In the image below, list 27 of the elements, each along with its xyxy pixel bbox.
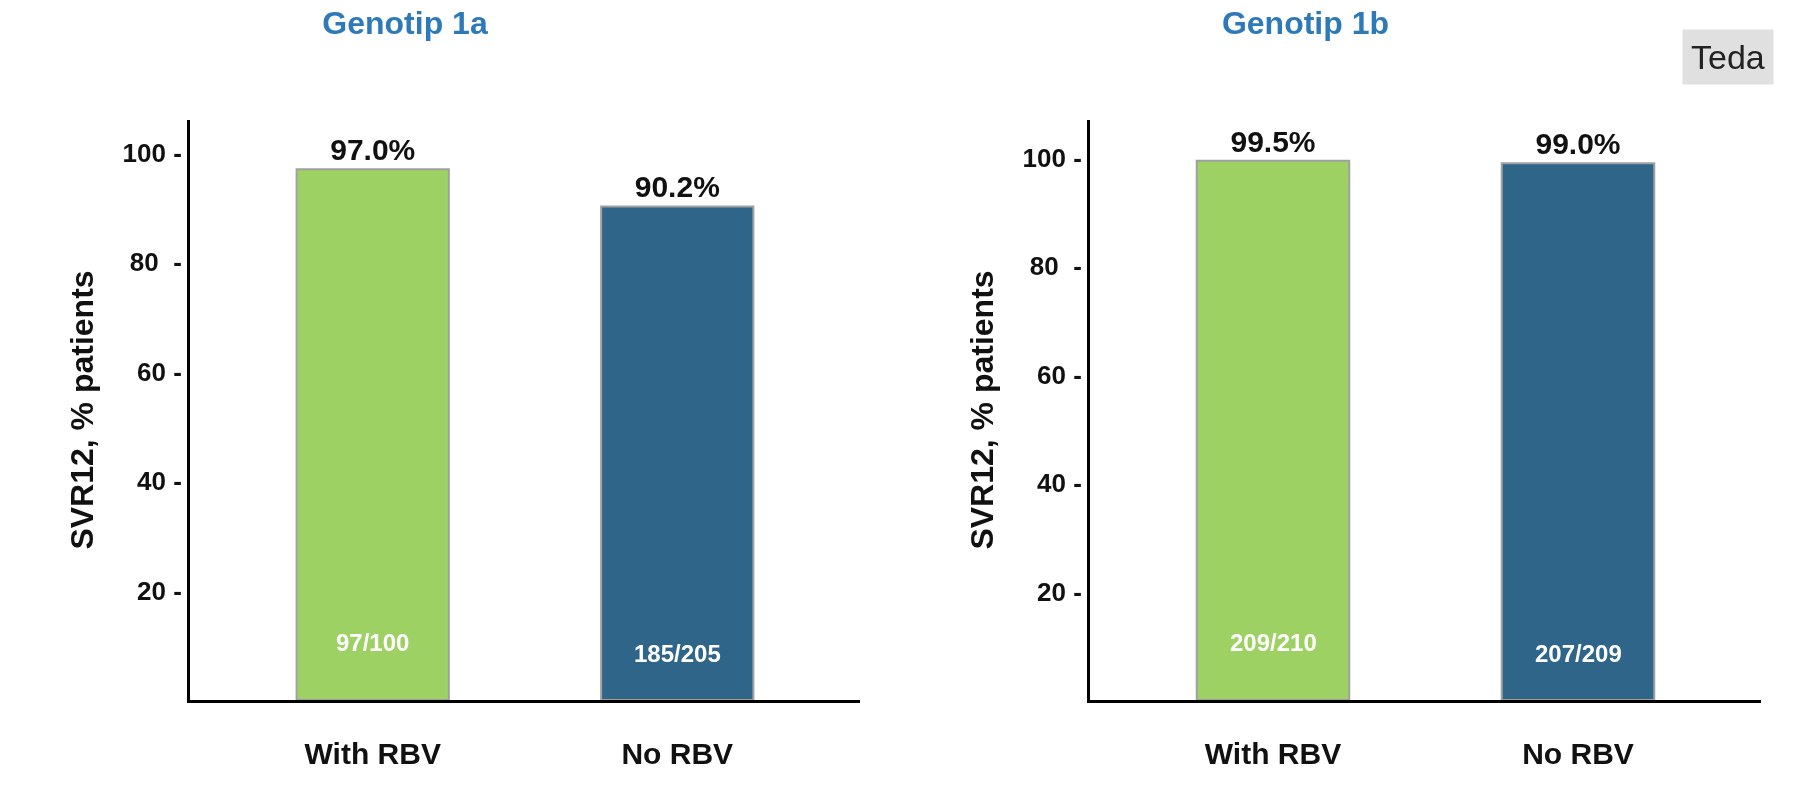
annotation: 209/210: [1230, 629, 1317, 656]
y-axis-title: SVR12, % patients: [63, 270, 100, 550]
y-tick-label: 60 -: [136, 356, 182, 387]
x-tick-label: With RBV: [1204, 737, 1342, 770]
x-tick-label: No RBV: [1522, 737, 1634, 770]
x-tick-label: With RBV: [304, 737, 441, 770]
text: Teda: [1691, 38, 1765, 76]
data-label: 99.5%: [1230, 124, 1316, 158]
y-tick-label: 20 -: [1036, 576, 1082, 607]
chart-title: Genotip 1a: [322, 5, 488, 42]
y-tick-label: 20 -: [136, 575, 182, 606]
x-tick-label: No RBV: [621, 737, 734, 770]
y-tick-label: 100 -: [1022, 143, 1082, 174]
chart-title: Genotip 1b: [1221, 5, 1389, 42]
y-tick-label: 80 -: [1029, 251, 1082, 282]
annotation: 97/100: [336, 629, 410, 656]
y-tick-label: 80 -: [129, 247, 182, 278]
data-label: 99.0%: [1535, 127, 1621, 161]
data-label: 90.2%: [634, 170, 720, 204]
y-tick-label: 100 -: [122, 137, 182, 168]
y-axis-title: SVR12, % patients: [963, 270, 1000, 550]
annotation: 185/205: [634, 640, 721, 667]
y-tick-label: 60 -: [1036, 359, 1082, 390]
data-label: 97.0%: [330, 133, 416, 167]
y-tick-label: 40 -: [1036, 468, 1082, 499]
annotation: 207/209: [1535, 640, 1622, 667]
y-tick-label: 40 -: [136, 466, 182, 497]
